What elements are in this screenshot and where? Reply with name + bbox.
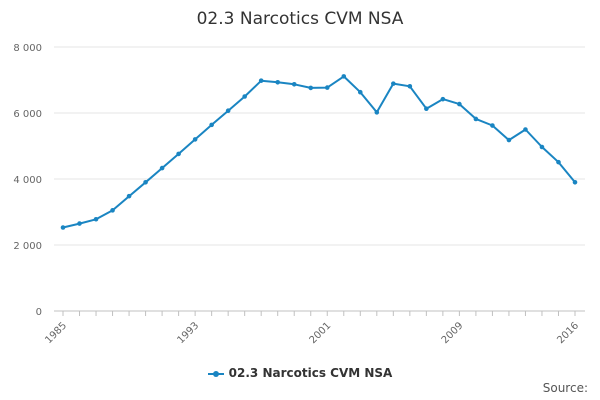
data-point[interactable]	[374, 110, 380, 115]
data-series[interactable]	[60, 74, 578, 230]
data-point[interactable]	[539, 144, 545, 150]
gridlines	[54, 46, 585, 246]
x-tick-label: 2016	[555, 320, 581, 346]
data-point[interactable]	[258, 78, 264, 83]
data-point[interactable]	[391, 81, 396, 86]
legend-label: 02.3 Narcotics CVM NSA	[228, 366, 393, 380]
legend-line-marker-icon	[207, 369, 224, 379]
data-point[interactable]	[77, 221, 82, 226]
y-tick-label: 8 000	[13, 43, 42, 54]
data-point[interactable]	[407, 83, 413, 89]
data-point[interactable]	[473, 116, 479, 122]
data-point[interactable]	[341, 74, 347, 79]
data-point[interactable]	[60, 225, 66, 230]
y-tick-label: 0	[36, 307, 42, 318]
data-point[interactable]	[291, 81, 297, 87]
y-tick-label: 4 000	[13, 175, 42, 186]
y-tick-label: 6 000	[13, 109, 42, 120]
data-point[interactable]	[506, 137, 512, 143]
data-point[interactable]	[93, 216, 99, 222]
data-point[interactable]	[308, 85, 314, 91]
data-point[interactable]	[225, 108, 231, 113]
data-point[interactable]	[357, 89, 363, 95]
data-point[interactable]	[192, 137, 198, 142]
x-tick-label: 2001	[308, 320, 334, 346]
data-point[interactable]	[424, 106, 429, 112]
data-point[interactable]	[176, 151, 181, 157]
x-tick-label: 2009	[440, 320, 466, 346]
data-point[interactable]	[242, 94, 247, 99]
x-axis: 1985 1993 2001 2009 2016	[43, 310, 585, 346]
series-line[interactable]	[62, 75, 576, 229]
data-point[interactable]	[457, 101, 462, 107]
x-tick-label: 1993	[175, 320, 201, 346]
data-point[interactable]	[159, 165, 165, 171]
legend[interactable]: 02.3 Narcotics CVM NSA	[0, 366, 600, 380]
source-label: Source:	[542, 381, 588, 395]
data-point[interactable]	[209, 122, 214, 128]
y-tick-label: 2 000	[13, 241, 42, 252]
data-point[interactable]	[126, 193, 132, 199]
data-point[interactable]	[143, 180, 148, 185]
data-point[interactable]	[490, 123, 495, 128]
data-point[interactable]	[523, 127, 528, 132]
data-point[interactable]	[440, 96, 446, 102]
data-point[interactable]	[324, 85, 330, 90]
chart-title: 02.3 Narcotics CVM NSA	[196, 9, 404, 29]
data-point[interactable]	[572, 180, 578, 185]
data-point[interactable]	[110, 208, 115, 213]
x-tick-label: 1985	[43, 320, 69, 346]
data-point[interactable]	[556, 159, 561, 165]
y-axis-ticks: 0 2 000 4 000 6 000 8 000	[13, 43, 42, 318]
data-point[interactable]	[275, 80, 281, 85]
